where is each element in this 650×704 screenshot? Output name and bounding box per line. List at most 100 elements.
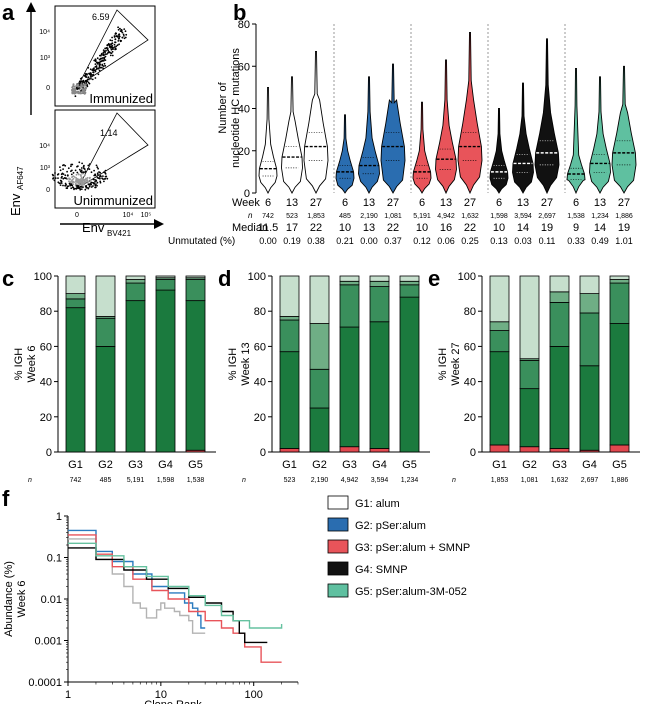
bar-segment-G3-IGHG3 [549, 291, 570, 303]
flow-dot [56, 173, 59, 176]
panel-label-c: c [2, 266, 15, 291]
legend-label-G5: G5: pSer:alum-3M-052 [355, 586, 467, 598]
flow-dot [89, 179, 92, 182]
flow-dot [113, 43, 116, 46]
flow-dot [122, 33, 125, 36]
flow-dots-top [71, 26, 128, 98]
line-y-tick-label: 1 [56, 511, 62, 523]
violin-unmutated-label: 0.00 [259, 236, 277, 246]
flow-cytometry-panel: 6.59 Immunized 1.14 Unimmunized 10⁴ 10³ … [8, 2, 164, 238]
flow-dot [69, 178, 71, 180]
flow-dot [104, 51, 106, 54]
legend-swatch-G5 [327, 583, 349, 598]
flow-gate-bottom [76, 112, 149, 190]
row-label-unmutated: Unmutated (%) [168, 236, 235, 247]
violin-median-label: 19 [618, 222, 630, 234]
bar-y-tick-label: 0 [260, 447, 266, 459]
flow-dot [75, 178, 78, 181]
row-label-week: Week [232, 197, 260, 209]
violin-y-tick-label: 20 [238, 146, 250, 158]
flow-dot [107, 43, 109, 46]
flow-dot [62, 184, 64, 187]
flow-dot [81, 172, 84, 175]
flow-dot [98, 66, 101, 68]
flow-dot [120, 40, 123, 42]
violin-week-label: 13 [517, 197, 529, 209]
flow-x-arrowhead [154, 219, 164, 229]
flow-dot [108, 43, 111, 46]
flow-dot [110, 45, 113, 48]
flow-dot [75, 187, 78, 190]
flow-dot [81, 92, 84, 95]
bar-y-tick-label: 60 [254, 341, 266, 353]
bar-y-tick-label: 0 [470, 447, 476, 459]
bar-segment-G3-IGHG3 [125, 279, 146, 284]
bar-n-label: 3,594 [371, 477, 389, 484]
flow-dot [80, 176, 83, 179]
flow-dot [86, 78, 89, 81]
flow-xtick-2: 10⁴ [123, 212, 134, 219]
flow-dot [118, 35, 121, 38]
bar-segment-G1-IGHA [489, 444, 510, 453]
bar-category-label: G4 [158, 459, 173, 471]
flow-dot [95, 183, 97, 186]
series-line-G1 [68, 538, 206, 634]
flow-dot [109, 54, 112, 57]
flow-dot [92, 178, 95, 181]
violin-median-label: 22 [310, 222, 322, 234]
violin-chart: 0 20 40 60 80 Number of nucleotide HC mutation… [168, 19, 637, 247]
bar-y-label-line: Week 6 [26, 345, 38, 382]
flow-dot [83, 168, 86, 171]
flow-dot [96, 166, 99, 169]
flow-dot [97, 173, 99, 176]
bar-segment-G4-IGHG4 [155, 275, 176, 279]
flow-ytick-top-3: 0 [46, 85, 50, 92]
bar-segment-G5-IGHG1 [185, 300, 206, 451]
violin-unmutated-label: 0.25 [461, 236, 479, 246]
violin-unmutated-label: 0.06 [437, 236, 455, 246]
flow-dot [81, 186, 83, 188]
violin-G1-week6 [258, 86, 278, 194]
flow-dot [96, 176, 99, 179]
flow-dot [65, 183, 67, 186]
bar-segment-G1-IGHG3 [65, 293, 86, 300]
bar-category-label: G1 [282, 459, 297, 471]
violin-G2-week6 [335, 114, 355, 194]
bar-segment-G2-IGHG2 [309, 368, 330, 409]
flow-dot [82, 179, 84, 182]
flow-dot [99, 181, 102, 184]
flow-dot [72, 87, 74, 90]
violin-week-label: 27 [310, 197, 322, 209]
flow-dot [87, 168, 89, 170]
bar-segment-G5-IGHG1 [609, 323, 630, 446]
bar-n-label: 742 [70, 477, 82, 484]
bar-segment-G1-IGHG4 [279, 275, 300, 317]
flow-dot [85, 186, 88, 188]
line-x-tick-label: 1 [65, 689, 71, 701]
bar-y-tick-label: 40 [40, 377, 52, 389]
flow-dot [90, 181, 93, 184]
flow-dot [74, 91, 77, 94]
flow-dot [89, 75, 92, 77]
bar-y-label: % IGH Week 6 [13, 345, 38, 382]
flow-dot [84, 174, 86, 177]
violin-y-tick-label: 40 [238, 104, 250, 116]
bar-y-label: % IGH Week 13 [227, 342, 252, 385]
flow-dot [73, 85, 75, 88]
legend-label-G3: G3: pSer:alum + SMNP [355, 542, 470, 554]
flow-dot [73, 176, 76, 178]
flow-dot [66, 170, 68, 173]
flow-dot [113, 35, 116, 37]
flow-y-label: Env AF647 [8, 166, 25, 216]
bar-y-tick-label: 0 [46, 447, 52, 459]
violin-n-label: 1,632 [461, 213, 479, 220]
flow-dot [105, 46, 108, 49]
flow-dot [76, 83, 79, 86]
flow-dot [72, 183, 75, 186]
bar-n-label: 1,886 [611, 477, 629, 484]
bar-n-label: 1,538 [187, 477, 205, 484]
bar-category-label: G2 [522, 459, 537, 471]
violin-week-label: 27 [464, 197, 476, 209]
flow-dot [97, 61, 100, 64]
